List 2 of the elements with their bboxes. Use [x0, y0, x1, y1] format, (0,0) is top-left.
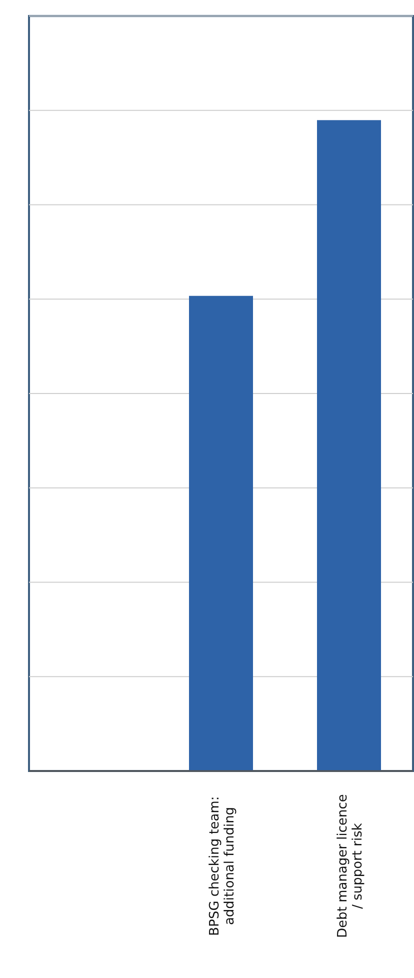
- x-tick-label: Debt manager licence / support risk: [336, 794, 366, 938]
- x-tick-label: BPSG checking team: additional funding: [208, 796, 238, 936]
